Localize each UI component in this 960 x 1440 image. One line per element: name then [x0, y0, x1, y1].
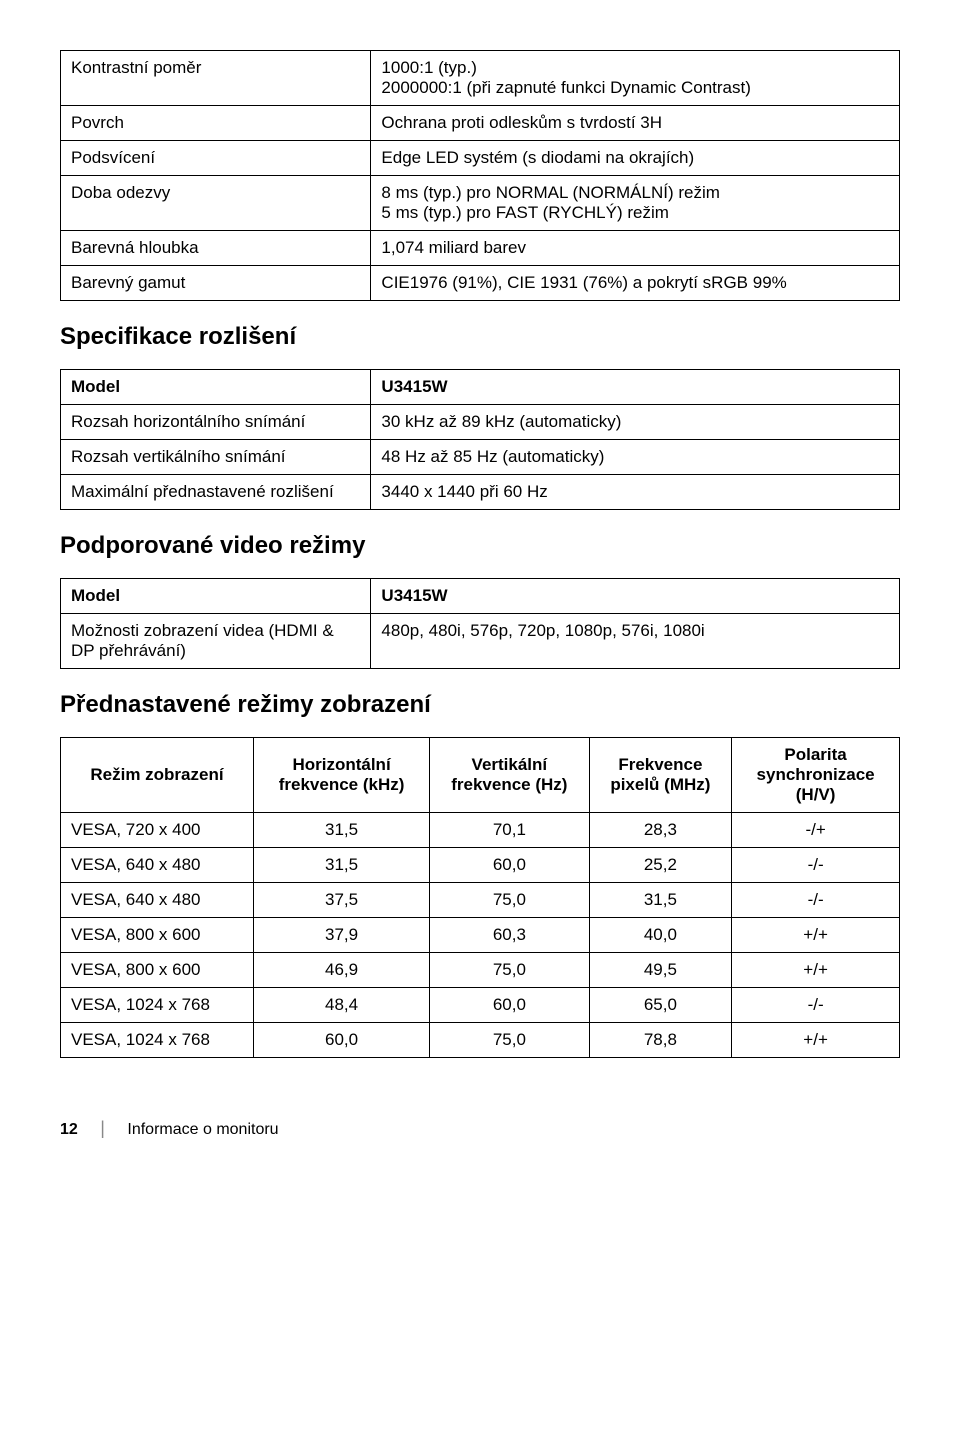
preset-cell: -/+: [732, 813, 900, 848]
spec-label: Model: [61, 579, 371, 614]
preset-cell: 37,9: [253, 918, 429, 953]
specs-top-table: Kontrastní poměr1000:1 (typ.) 2000000:1 …: [60, 50, 900, 301]
spec-value: 30 kHz až 89 kHz (automaticky): [371, 405, 900, 440]
table-row: VESA, 800 x 60046,975,049,5+/+: [61, 953, 900, 988]
preset-modes-table: Režim zobrazeníHorizontální frekvence (k…: [60, 737, 900, 1058]
preset-cell: 48,4: [253, 988, 429, 1023]
specs-resolution-table: ModelU3415WRozsah horizontálního snímání…: [60, 369, 900, 510]
table-row: VESA, 640 x 48037,575,031,5-/-: [61, 883, 900, 918]
preset-cell: 37,5: [253, 883, 429, 918]
table-row: VESA, 720 x 40031,570,128,3-/+: [61, 813, 900, 848]
footer-section: Informace o monitoru: [127, 1121, 278, 1138]
preset-cell: 65,0: [589, 988, 732, 1023]
preset-header: Polarita synchronizace (H/V): [732, 738, 900, 813]
spec-label: Barevná hloubka: [61, 231, 371, 266]
preset-cell: 40,0: [589, 918, 732, 953]
table-row: VESA, 1024 x 76860,075,078,8+/+: [61, 1023, 900, 1058]
preset-cell: VESA, 1024 x 768: [61, 988, 254, 1023]
preset-cell: 60,0: [253, 1023, 429, 1058]
preset-cell: +/+: [732, 1023, 900, 1058]
preset-cell: -/-: [732, 988, 900, 1023]
spec-label: Podsvícení: [61, 141, 371, 176]
preset-cell: 75,0: [430, 1023, 589, 1058]
preset-cell: 60,0: [430, 988, 589, 1023]
spec-value: Ochrana proti odleskům s tvrdostí 3H: [371, 106, 900, 141]
preset-cell: 60,3: [430, 918, 589, 953]
page-number: 12: [60, 1121, 78, 1138]
preset-cell: VESA, 800 x 600: [61, 918, 254, 953]
spec-label: Rozsah horizontálního snímání: [61, 405, 371, 440]
preset-cell: VESA, 640 x 480: [61, 883, 254, 918]
spec-value: CIE1976 (91%), CIE 1931 (76%) a pokrytí …: [371, 266, 900, 301]
preset-cell: 46,9: [253, 953, 429, 988]
spec-value: U3415W: [371, 579, 900, 614]
preset-cell: VESA, 640 x 480: [61, 848, 254, 883]
preset-cell: 75,0: [430, 883, 589, 918]
preset-header: Vertikální frekvence (Hz): [430, 738, 589, 813]
spec-value: 48 Hz až 85 Hz (automaticky): [371, 440, 900, 475]
preset-cell: 31,5: [253, 848, 429, 883]
table-row: VESA, 800 x 60037,960,340,0+/+: [61, 918, 900, 953]
page-footer: 12 | Informace o monitoru: [60, 1118, 900, 1139]
heading-preset-modes: Přednastavené režimy zobrazení: [60, 691, 900, 719]
spec-value: 8 ms (typ.) pro NORMAL (NORMÁLNÍ) režim …: [371, 176, 900, 231]
spec-label: Maximální přednastavené rozlišení: [61, 475, 371, 510]
footer-divider: |: [100, 1118, 105, 1138]
preset-cell: +/+: [732, 918, 900, 953]
preset-cell: +/+: [732, 953, 900, 988]
spec-label: Model: [61, 370, 371, 405]
table-row: VESA, 640 x 48031,560,025,2-/-: [61, 848, 900, 883]
preset-cell: 60,0: [430, 848, 589, 883]
spec-label: Rozsah vertikálního snímání: [61, 440, 371, 475]
preset-cell: 28,3: [589, 813, 732, 848]
table-row: VESA, 1024 x 76848,460,065,0-/-: [61, 988, 900, 1023]
spec-value: 1,074 miliard barev: [371, 231, 900, 266]
spec-label: Kontrastní poměr: [61, 51, 371, 106]
preset-cell: 75,0: [430, 953, 589, 988]
spec-value: 3440 x 1440 při 60 Hz: [371, 475, 900, 510]
preset-cell: 70,1: [430, 813, 589, 848]
preset-cell: -/-: [732, 848, 900, 883]
spec-value: 480p, 480i, 576p, 720p, 1080p, 576i, 108…: [371, 614, 900, 669]
preset-cell: 31,5: [253, 813, 429, 848]
spec-label: Povrch: [61, 106, 371, 141]
spec-value: U3415W: [371, 370, 900, 405]
preset-cell: VESA, 720 x 400: [61, 813, 254, 848]
preset-header: Režim zobrazení: [61, 738, 254, 813]
preset-cell: 49,5: [589, 953, 732, 988]
spec-label: Barevný gamut: [61, 266, 371, 301]
preset-cell: 25,2: [589, 848, 732, 883]
heading-resolution: Specifikace rozlišení: [60, 323, 900, 351]
spec-value: 1000:1 (typ.) 2000000:1 (při zapnuté fun…: [371, 51, 900, 106]
spec-value: Edge LED systém (s diodami na okrajích): [371, 141, 900, 176]
preset-header: Frekvence pixelů (MHz): [589, 738, 732, 813]
preset-cell: VESA, 1024 x 768: [61, 1023, 254, 1058]
heading-video-modes: Podporované video režimy: [60, 532, 900, 560]
preset-cell: 78,8: [589, 1023, 732, 1058]
spec-label: Možnosti zobrazení videa (HDMI & DP přeh…: [61, 614, 371, 669]
preset-header: Horizontální frekvence (kHz): [253, 738, 429, 813]
spec-label: Doba odezvy: [61, 176, 371, 231]
specs-video-table: ModelU3415WMožnosti zobrazení videa (HDM…: [60, 578, 900, 669]
preset-cell: -/-: [732, 883, 900, 918]
preset-cell: VESA, 800 x 600: [61, 953, 254, 988]
preset-cell: 31,5: [589, 883, 732, 918]
